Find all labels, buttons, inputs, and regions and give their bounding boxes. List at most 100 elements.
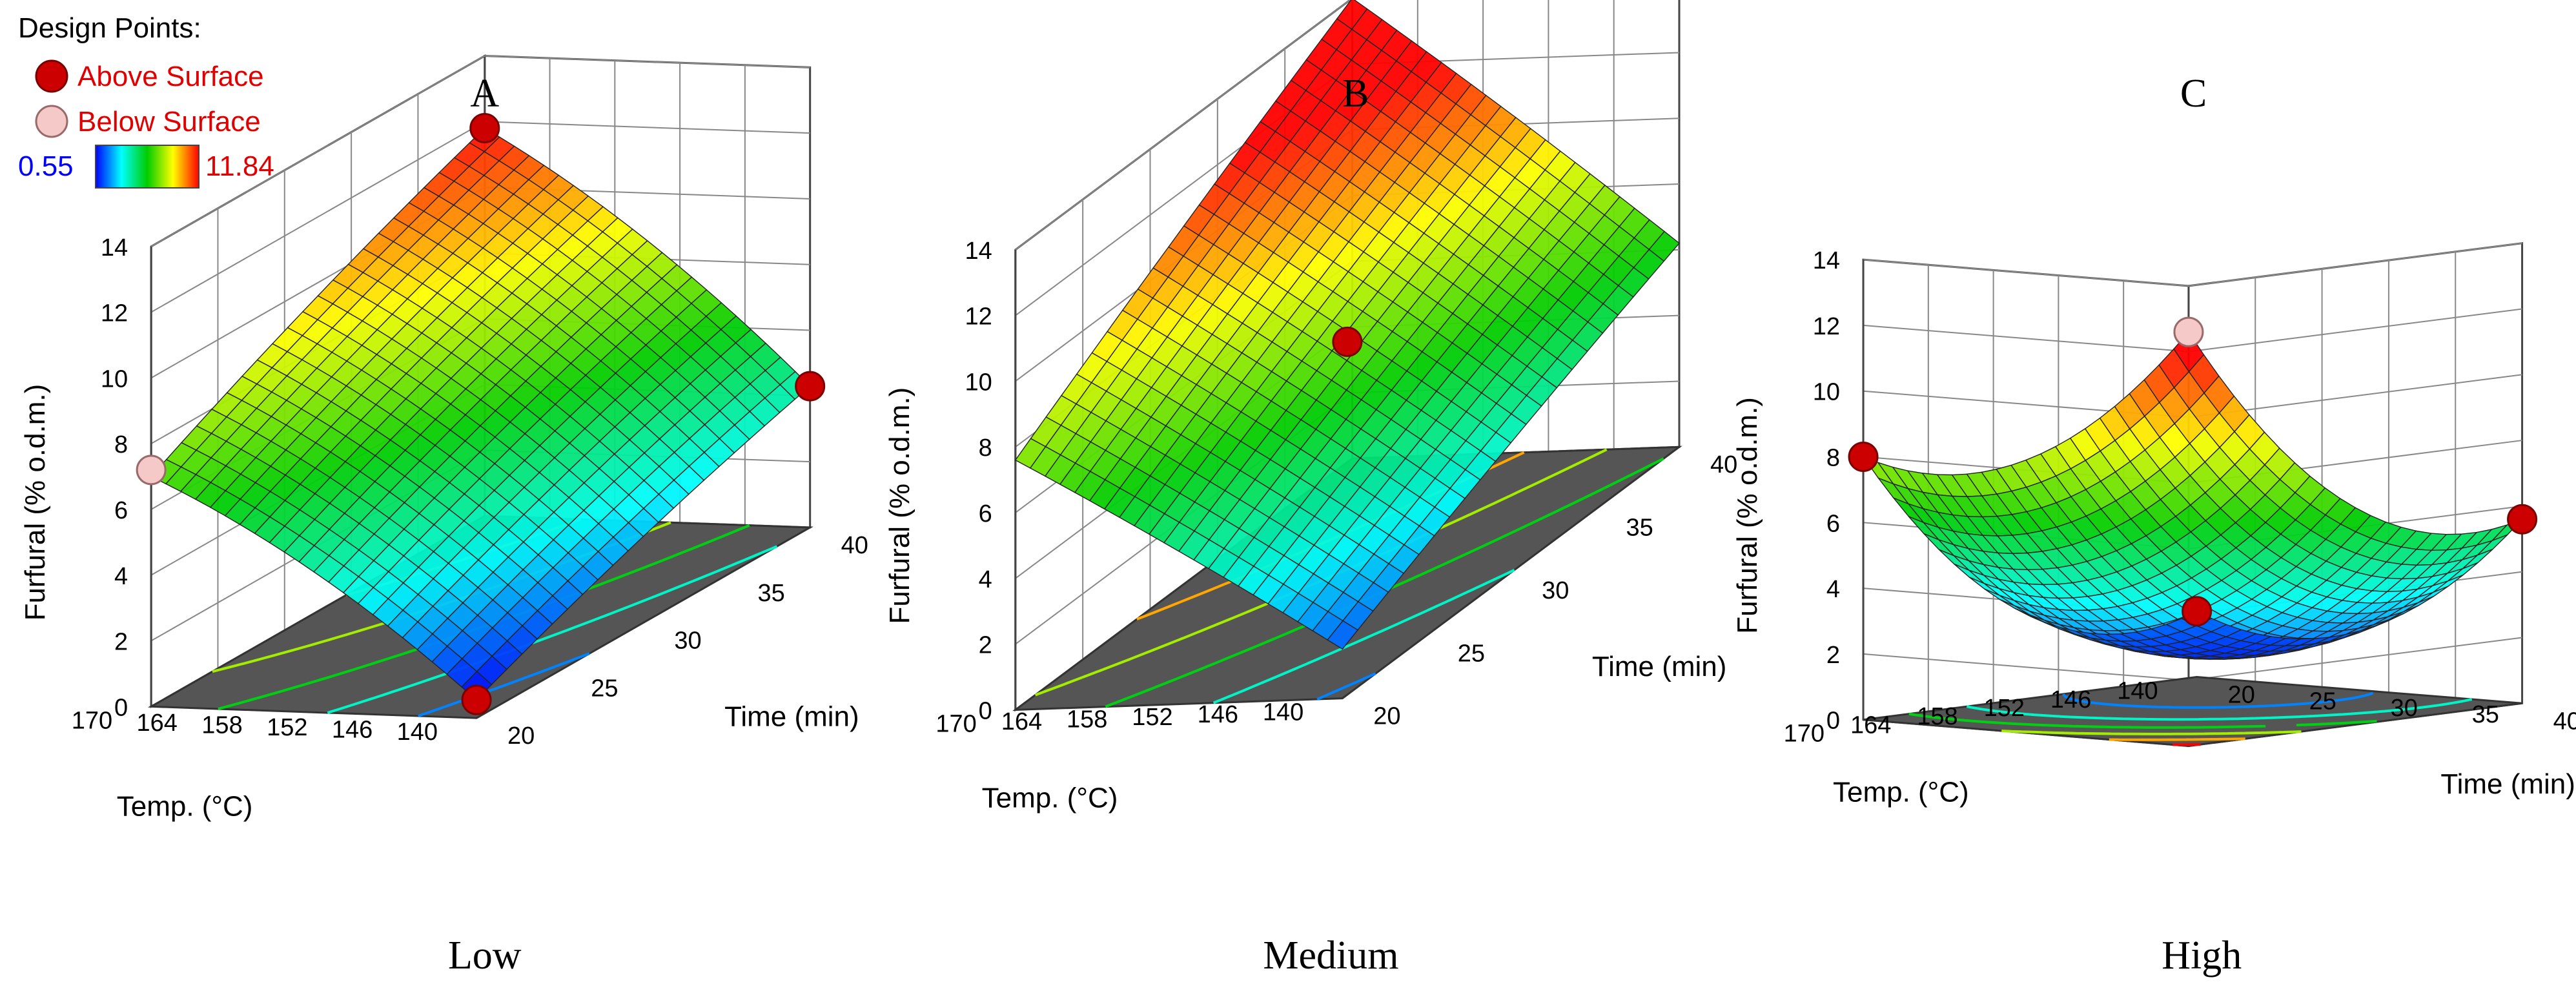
design-point	[2507, 504, 2538, 535]
temp-tick-label: 170	[72, 707, 112, 734]
panel-subtitle: Medium	[1263, 934, 1398, 978]
time-tick-label: 20	[2228, 682, 2255, 709]
time-tick-label: 35	[1626, 515, 1653, 542]
panel-subtitle: High	[2162, 934, 2242, 978]
colorbar-max-label: 11.84	[205, 150, 274, 182]
panel-c-surface: 0 2 4 6 8 10 12 14 Furfural (% o.d.m.) 140 146 152 1…	[1732, 72, 2576, 978]
z-tick-label: 2	[114, 629, 128, 656]
z-tick-label: 2	[979, 632, 992, 659]
z-tick-label: 12	[1813, 313, 1840, 340]
time-tick-label: 40	[2553, 708, 2576, 735]
z-axis-label: Furfural (% o.d.m.)	[884, 387, 915, 624]
floor-contour	[1316, 672, 1376, 701]
design-point	[1848, 442, 1879, 473]
z-axis-label: Furfural (% o.d.m.)	[1732, 397, 1763, 634]
time-tick-label: 35	[758, 580, 785, 607]
floor-contour	[2109, 737, 2245, 741]
floor-plane	[1863, 676, 2522, 747]
colorbar	[95, 145, 199, 189]
temp-tick-label: 152	[1984, 695, 2025, 722]
time-axis-label: Time (min)	[1592, 651, 1727, 682]
design-point	[1332, 326, 1363, 357]
z-gridline	[150, 55, 810, 247]
time-tick-label: 30	[674, 628, 701, 655]
temp-axis-label: Temp. (°C)	[117, 790, 253, 822]
temp-tick-label: 170	[1784, 721, 1825, 748]
surface-mesh	[150, 127, 811, 701]
z-tick-label: 6	[979, 500, 992, 527]
surface-cell	[1327, 620, 1359, 650]
z-tick-label: 14	[1813, 247, 1840, 274]
legend: Design Points: Above Surface Below Surfa…	[18, 12, 274, 189]
time-tick-label: 40	[1710, 451, 1737, 478]
time-axis-label: Time (min)	[724, 701, 859, 733]
z-gridline	[1863, 242, 2522, 287]
z-tick-label: 0	[979, 697, 992, 724]
panel-title: C	[2180, 72, 2207, 116]
temp-tick-label: 146	[1198, 701, 1238, 728]
z-tick-label: 6	[114, 497, 128, 524]
design-point	[469, 113, 500, 144]
time-tick-label: 25	[591, 675, 618, 702]
z-tick-label: 6	[1826, 510, 1840, 537]
time-tick-label: 25	[2309, 688, 2336, 715]
panel-a-surface: 0 2 4 6 8 10 12 14 Furfural (% o.d.m.) 140 146 152 1…	[19, 54, 868, 978]
temp-tick-label: 158	[201, 711, 242, 739]
time-axis-label: Time (min)	[2440, 768, 2575, 800]
temp-tick-label: 158	[1917, 703, 1958, 730]
z-tick-label: 14	[965, 238, 992, 265]
surface-mesh	[1014, 0, 1681, 650]
z-tick-label: 14	[101, 234, 128, 261]
temp-tick-label: 140	[2117, 678, 2158, 705]
time-tick-label: 30	[2391, 695, 2418, 722]
temp-axis-label: Temp. (°C)	[1833, 777, 1969, 808]
floor-contour	[2062, 691, 2374, 709]
z-tick-label: 0	[114, 694, 128, 721]
z-tick-label: 10	[101, 365, 128, 393]
z-tick-label: 8	[114, 431, 128, 458]
time-tick-label: 30	[1542, 577, 1569, 604]
temp-tick-label: 140	[397, 719, 438, 746]
z-tick-label: 10	[965, 369, 992, 396]
temp-tick-label: 152	[1132, 704, 1172, 731]
floor-contour	[1908, 712, 2377, 729]
z-tick-label: 4	[114, 563, 128, 590]
z-tick-label: 8	[979, 435, 992, 462]
time-tick-label: 40	[841, 532, 868, 559]
panel-subtitle: Low	[448, 934, 522, 978]
z-axis-label: Furfural (% o.d.m.)	[19, 384, 51, 621]
temp-tick-label: 170	[935, 710, 976, 737]
floor-contour	[1966, 698, 2473, 721]
design-point	[795, 371, 826, 402]
design-point	[461, 684, 492, 715]
z-tick-label: 10	[1813, 379, 1840, 406]
temp-tick-label: 164	[1850, 711, 1891, 739]
z-tick-label: 4	[1826, 576, 1840, 603]
panel-b-surface: 0 2 4 6 8 10 12 14 Furfural (% o.d.m.) 140 146 152 1…	[884, 0, 1737, 978]
z-gridline	[1015, 0, 1351, 251]
legend-below-label: Below Surface	[77, 106, 261, 138]
panel-title: B	[1342, 72, 1369, 116]
legend-title: Design Points:	[18, 12, 201, 44]
temp-tick-label: 158	[1067, 706, 1107, 733]
design-point	[136, 455, 167, 486]
temp-tick-label: 164	[137, 710, 178, 737]
temp-tick-label: 164	[1001, 708, 1042, 735]
temp-tick-label: 146	[2050, 686, 2091, 713]
floor-contour	[2001, 730, 2302, 735]
temp-axis-label: Temp. (°C)	[982, 783, 1118, 814]
temp-tick-label: 152	[267, 714, 307, 741]
design-point	[2182, 596, 2213, 627]
panel-title: A	[470, 72, 499, 116]
time-tick-label: 20	[507, 722, 535, 750]
below-surface-marker	[35, 105, 68, 138]
colorbar-min-label: 0.55	[18, 150, 74, 182]
above-surface-marker	[35, 59, 68, 93]
z-tick-label: 12	[965, 303, 992, 331]
z-tick-label: 4	[979, 566, 992, 593]
time-tick-label: 25	[1458, 640, 1485, 667]
legend-above-label: Above Surface	[77, 61, 264, 92]
floor-contour	[1212, 568, 1515, 704]
time-tick-label: 35	[2472, 701, 2499, 728]
